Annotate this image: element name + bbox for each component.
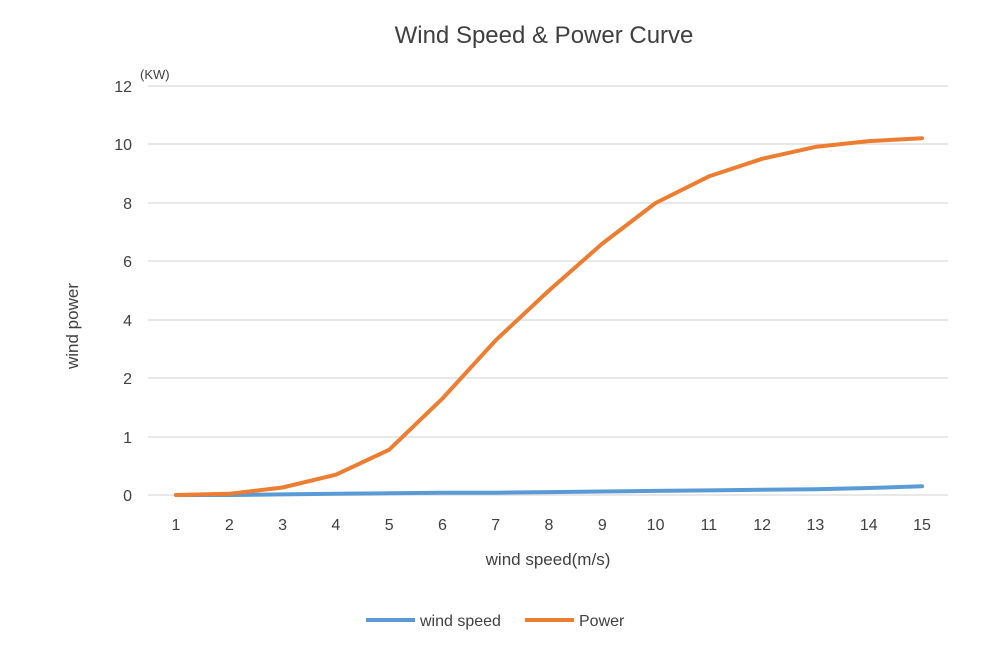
series-line-wind-speed <box>174 484 924 497</box>
y-tick-label: 8 <box>123 196 132 213</box>
x-tick-labels: 1 2 3 4 5 6 7 8 9 10 11 12 13 14 15 <box>172 517 931 534</box>
legend: wind speed Power <box>366 613 625 630</box>
x-tick-label: 13 <box>807 517 825 534</box>
y-axis-label: wind power <box>63 283 82 370</box>
y-tick-label: 10 <box>114 137 132 154</box>
x-tick-label: 1 <box>172 517 181 534</box>
y-tick-label: 2 <box>123 371 132 388</box>
y-tick-label: 12 <box>114 79 132 96</box>
x-tick-label: 10 <box>647 517 665 534</box>
y-tick-label: 0 <box>123 488 132 505</box>
x-tick-label: 4 <box>331 517 340 534</box>
legend-label: Power <box>579 613 625 630</box>
y-axis-unit: (KW) <box>140 67 170 82</box>
y-tick-label: 4 <box>123 313 132 330</box>
x-axis-label: wind speed(m/s) <box>485 550 611 569</box>
series-line-power <box>174 136 924 497</box>
chart-title: Wind Speed & Power Curve <box>395 22 694 49</box>
x-tick-label: 2 <box>225 517 234 534</box>
x-tick-label: 9 <box>598 517 607 534</box>
x-tick-label: 6 <box>438 517 447 534</box>
x-tick-label: 3 <box>278 517 287 534</box>
y-tick-label: 1 <box>123 430 132 447</box>
x-tick-label: 14 <box>860 517 878 534</box>
x-tick-label: 5 <box>385 517 394 534</box>
gridlines <box>148 85 948 496</box>
series-lines <box>174 136 924 497</box>
x-tick-label: 11 <box>701 517 718 534</box>
x-tick-label: 8 <box>545 517 554 534</box>
x-tick-label: 12 <box>753 517 771 534</box>
x-tick-label: 15 <box>913 517 931 534</box>
x-tick-label: 7 <box>491 517 500 534</box>
legend-label: wind speed <box>419 613 501 630</box>
y-tick-label: 6 <box>123 254 132 271</box>
